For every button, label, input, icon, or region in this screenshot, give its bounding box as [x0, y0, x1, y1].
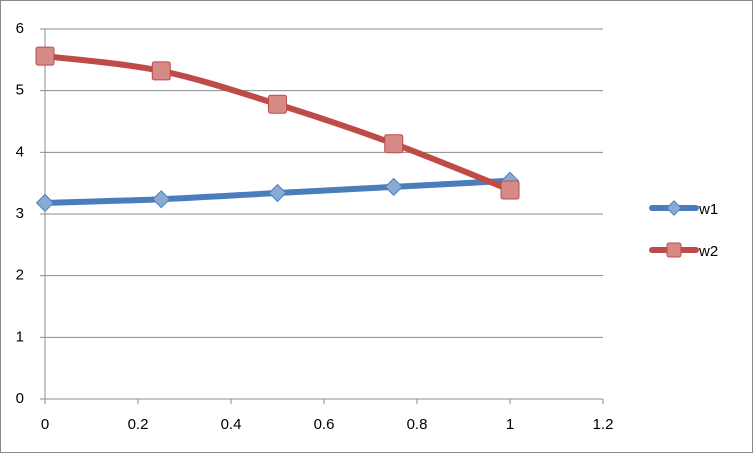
x-tick-label: 0 — [41, 416, 49, 433]
x-tick-label: 0.6 — [314, 416, 335, 433]
data-point — [384, 177, 403, 196]
data-point — [151, 61, 171, 81]
y-tick-label: 4 — [16, 143, 24, 160]
x-tick-label: 1 — [506, 416, 514, 433]
legend-label: w1 — [698, 201, 718, 218]
data-point — [384, 134, 404, 154]
legend-marker — [666, 242, 682, 258]
x-tick-label: 1.2 — [593, 416, 614, 433]
y-tick-label: 6 — [16, 20, 24, 37]
y-tick-label: 1 — [16, 328, 24, 345]
x-tick-label: 0.2 — [128, 416, 149, 433]
x-tick-label: 0.8 — [407, 416, 428, 433]
y-tick-label: 5 — [16, 82, 24, 99]
data-point — [268, 183, 287, 203]
data-point — [500, 180, 520, 200]
y-tick-label: 3 — [16, 205, 24, 222]
legend-marker — [666, 200, 682, 216]
legend-label: w2 — [698, 243, 718, 260]
x-tick-label: 0.4 — [221, 416, 242, 433]
data-point — [152, 190, 171, 209]
data-point — [35, 193, 55, 213]
y-tick-label: 2 — [16, 267, 24, 284]
data-point — [268, 94, 287, 114]
data-point — [35, 46, 55, 66]
y-tick-label: 0 — [16, 390, 24, 407]
